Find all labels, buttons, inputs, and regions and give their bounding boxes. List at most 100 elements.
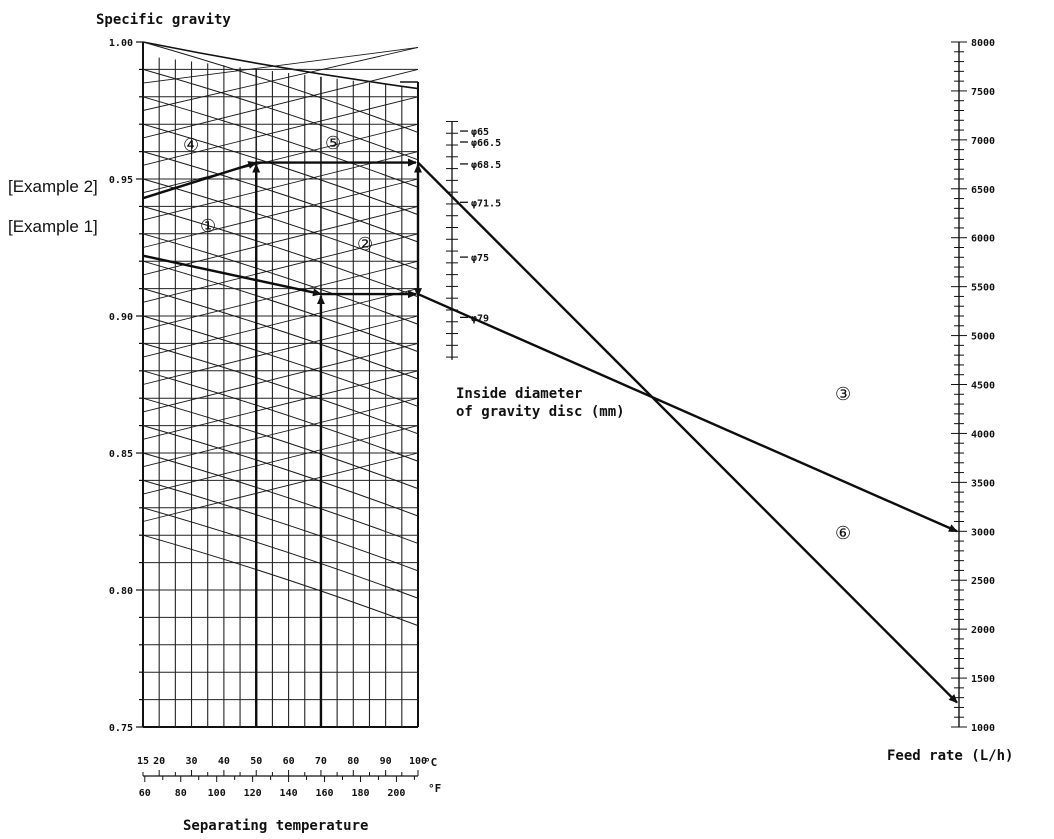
iso-density-curve: [142, 233, 419, 325]
correction-line: [142, 178, 419, 248]
celsius-tick-label: 50: [250, 756, 262, 767]
step-3-marker: ③: [835, 384, 852, 405]
correction-line: [142, 452, 419, 522]
feed-rate-tick-label: 5500: [971, 283, 995, 294]
fahrenheit-tick-label: 180: [351, 788, 369, 799]
feed-rate-tick-label: 4500: [971, 381, 995, 392]
separating-temperature-axis-label: Separating temperature: [183, 818, 369, 834]
gravity-tick-label: 0.95: [109, 175, 133, 186]
correction-line: [142, 315, 419, 385]
disc-mark-label: φ65: [471, 127, 489, 138]
example-1-first-arrow: [142, 254, 322, 297]
iso-density-curve: [142, 96, 419, 188]
iso-density-curve: [142, 397, 419, 490]
gravity-tick-label: 0.75: [109, 723, 133, 734]
feed-rate-axis-label: Feed rate (L/h): [887, 748, 1014, 764]
feed-rate-tick-label: 2500: [971, 576, 995, 587]
iso-density-curve: [142, 151, 419, 243]
celsius-tick-label: 100: [409, 756, 427, 767]
iso-density-curve: [142, 425, 419, 517]
correction-line: [142, 397, 419, 468]
feed-rate-tick-label: 6500: [971, 185, 995, 196]
step-5-marker: ⑤: [325, 133, 342, 154]
example-2-feed-arrow: [417, 161, 958, 704]
iso-density-curve: [142, 479, 419, 572]
step-1-marker: ①: [200, 216, 217, 237]
feed-rate-tick-label: 4000: [971, 429, 995, 440]
fahrenheit-tick-label: 120: [244, 788, 262, 799]
correction-line: [142, 425, 419, 495]
specific-gravity-axis-label: Specific gravity: [96, 12, 231, 28]
fahrenheit-tick-label: 100: [208, 788, 226, 799]
iso-density-curve: [142, 123, 419, 216]
correction-line: [142, 68, 419, 139]
gravity-tick-label: 0.90: [109, 312, 133, 323]
feed-rate-tick-label: 2000: [971, 625, 995, 636]
temperature-scale: 15 20 30 40 50 60 70 80 90 100 60 80 100 120 140 160 180…: [137, 756, 427, 799]
fahrenheit-tick-label: 80: [175, 788, 187, 799]
iso-density-curve: [142, 315, 419, 407]
step-2-marker: ②: [357, 234, 374, 255]
iso-density-curve: [142, 288, 419, 380]
correction-line: [142, 96, 419, 166]
celsius-unit-label: °C: [424, 756, 438, 769]
celsius-tick-label: 40: [218, 756, 230, 767]
disc-mark-label: φ79: [471, 313, 489, 324]
celsius-tick-label: 15: [137, 756, 149, 767]
top-boundary-curve: [142, 41, 419, 90]
correction-line: [142, 205, 419, 276]
correction-line: [142, 288, 419, 358]
fahrenheit-tick-label: 160: [316, 788, 334, 799]
disc-mark-label: φ75: [471, 253, 489, 264]
correction-line: [142, 342, 419, 413]
step-4-marker: ④: [183, 135, 200, 156]
feed-rate-tick-label: 5000: [971, 332, 995, 343]
iso-density-curve: [142, 370, 419, 462]
correction-line: [142, 260, 419, 331]
gravity-tick-label: 1.00: [109, 38, 133, 49]
correction-line: [142, 47, 419, 84]
step-6-marker: ⑥: [835, 523, 852, 544]
correction-line: [142, 233, 419, 303]
iso-density-curve: [142, 178, 419, 270]
disc-mark-label: φ71.5: [471, 198, 501, 209]
example-1-feed-arrow: [417, 292, 958, 533]
disc-diameter-label-line2: of gravity disc (mm): [456, 404, 625, 420]
iso-density-curve: [142, 205, 419, 298]
correction-line: [142, 123, 419, 194]
feed-rate-tick-label: 1500: [971, 674, 995, 685]
celsius-tick-label: 70: [315, 756, 327, 767]
iso-density-curve: [142, 41, 419, 133]
feed-rate-tick-label: 7000: [971, 136, 995, 147]
iso-density-curve: [142, 452, 419, 544]
iso-density-curve: [142, 534, 419, 627]
disc-mark-label: φ66.5: [471, 138, 501, 149]
gravity-tick-label: 0.80: [109, 586, 133, 597]
fahrenheit-tick-label: 140: [280, 788, 298, 799]
fahrenheit-unit-label: °F: [428, 782, 442, 795]
disc-diameter-label-line1: Inside diameter: [456, 386, 583, 402]
feed-rate-tick-label: 6000: [971, 234, 995, 245]
celsius-tick-label: 60: [283, 756, 295, 767]
gravity-tick-label: 0.85: [109, 449, 133, 460]
fahrenheit-tick-label: 60: [139, 788, 151, 799]
iso-density-curve: [142, 68, 419, 161]
iso-density-curve: [142, 342, 419, 435]
feed-rate-tick-label: 1000: [971, 723, 995, 734]
feed-rate-tick-label: 3000: [971, 527, 995, 538]
feed-rate-tick-label: 8000: [971, 38, 995, 49]
correction-line: [142, 47, 419, 111]
celsius-tick-label: 80: [347, 756, 359, 767]
celsius-tick-label: 30: [186, 756, 198, 767]
correction-line: [142, 370, 419, 440]
fahrenheit-tick-label: 200: [387, 788, 405, 799]
feed-rate-scale: 8000 7500 7000 6500 6000 5500 5000 4500 4000 3500…: [951, 38, 995, 734]
example-1-label: [Example 1]: [8, 217, 98, 236]
example-paths: [142, 158, 958, 727]
feed-rate-tick-label: 3500: [971, 478, 995, 489]
disc-mark-label: φ68.5: [471, 160, 501, 171]
iso-density-curve: [142, 507, 419, 599]
example-2-first-arrow: [142, 161, 258, 200]
